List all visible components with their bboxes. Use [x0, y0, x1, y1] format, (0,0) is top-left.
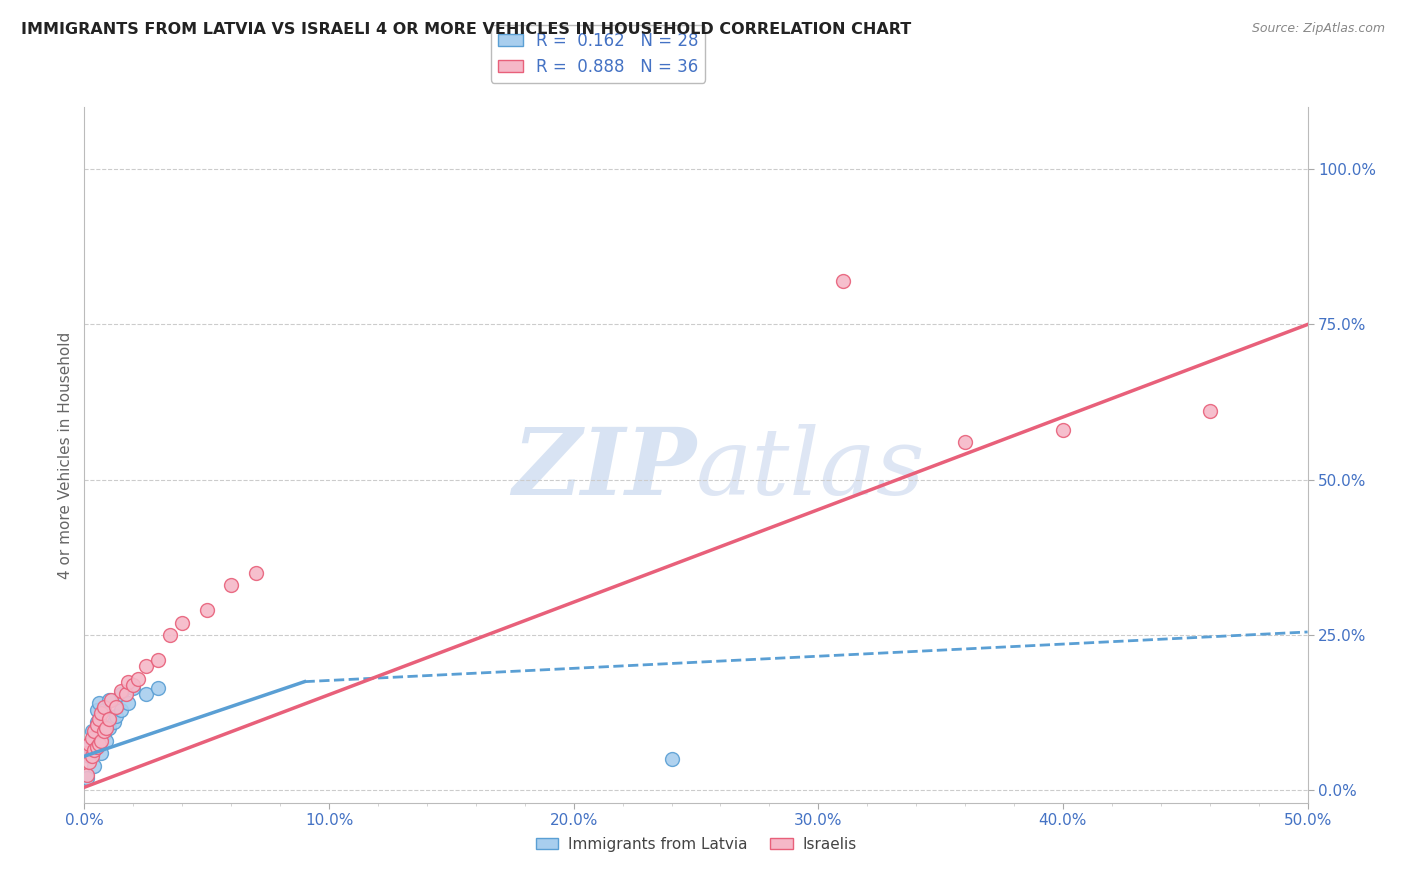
- Point: [122, 681, 145, 695]
- Point: [135, 659, 157, 673]
- Point: [90, 733, 112, 747]
- Point: [146, 681, 169, 695]
- Point: [1198, 404, 1220, 418]
- Point: [110, 687, 132, 701]
- Y-axis label: 4 or more Vehicles in Household: 4 or more Vehicles in Household: [58, 331, 73, 579]
- Point: [86, 703, 108, 717]
- Point: [93, 727, 115, 741]
- Point: [87, 737, 110, 751]
- Point: [83, 758, 105, 772]
- Point: [122, 678, 145, 692]
- Point: [87, 697, 110, 711]
- Point: [97, 721, 120, 735]
- Point: [97, 712, 120, 726]
- Point: [83, 724, 105, 739]
- Point: [96, 733, 118, 747]
- Point: [245, 566, 267, 580]
- Point: [80, 749, 103, 764]
- Point: [115, 687, 138, 701]
- Point: [93, 703, 115, 717]
- Point: [90, 746, 112, 760]
- Point: [80, 724, 103, 739]
- Point: [80, 731, 103, 745]
- Point: [87, 737, 110, 751]
- Text: Source: ZipAtlas.com: Source: ZipAtlas.com: [1251, 22, 1385, 36]
- Point: [76, 746, 98, 760]
- Point: [76, 771, 98, 785]
- Point: [135, 687, 157, 701]
- Point: [100, 693, 122, 707]
- Point: [661, 752, 683, 766]
- Point: [77, 749, 100, 764]
- Point: [77, 737, 100, 751]
- Point: [90, 721, 112, 735]
- Point: [93, 699, 115, 714]
- Point: [117, 674, 139, 689]
- Point: [97, 693, 120, 707]
- Point: [86, 718, 108, 732]
- Point: [77, 739, 100, 754]
- Point: [105, 708, 128, 723]
- Legend: Immigrants from Latvia, Israelis: Immigrants from Latvia, Israelis: [530, 830, 862, 858]
- Point: [80, 746, 103, 760]
- Point: [117, 697, 139, 711]
- Point: [86, 731, 108, 745]
- Point: [103, 714, 125, 729]
- Point: [219, 578, 242, 592]
- Point: [110, 684, 132, 698]
- Point: [86, 739, 108, 754]
- Point: [93, 724, 115, 739]
- Point: [127, 672, 149, 686]
- Text: IMMIGRANTS FROM LATVIA VS ISRAELI 4 OR MORE VEHICLES IN HOUSEHOLD CORRELATION CH: IMMIGRANTS FROM LATVIA VS ISRAELI 4 OR M…: [21, 22, 911, 37]
- Point: [146, 653, 169, 667]
- Point: [96, 721, 118, 735]
- Point: [87, 712, 110, 726]
- Point: [172, 615, 194, 630]
- Text: atlas: atlas: [696, 424, 925, 514]
- Point: [195, 603, 218, 617]
- Point: [86, 714, 108, 729]
- Point: [77, 756, 100, 770]
- Point: [76, 768, 98, 782]
- Point: [83, 743, 105, 757]
- Point: [159, 628, 181, 642]
- Point: [110, 703, 132, 717]
- Point: [1052, 423, 1074, 437]
- Point: [953, 435, 976, 450]
- Point: [83, 733, 105, 747]
- Text: ZIP: ZIP: [512, 424, 696, 514]
- Point: [90, 706, 112, 720]
- Point: [105, 699, 128, 714]
- Point: [831, 274, 853, 288]
